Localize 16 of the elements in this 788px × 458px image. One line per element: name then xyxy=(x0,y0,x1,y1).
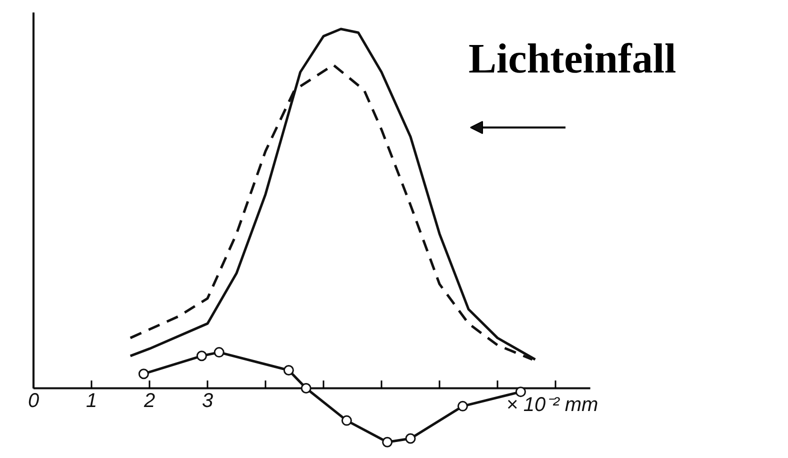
annotation: Lichteinfall xyxy=(468,36,676,82)
point xyxy=(196,350,207,362)
x-tick-label: 0 xyxy=(28,390,40,412)
point xyxy=(341,415,352,426)
x-axis-title: × 10⁻² mm xyxy=(506,394,598,416)
point xyxy=(300,382,312,394)
x-tick-label: 2 xyxy=(142,390,156,412)
point xyxy=(214,347,224,358)
point xyxy=(457,400,468,412)
x-tick-label: 3 xyxy=(202,390,214,412)
point xyxy=(138,368,149,380)
x-tick-label: 1 xyxy=(86,390,98,412)
point xyxy=(515,386,526,398)
point xyxy=(382,436,393,448)
point xyxy=(405,433,416,444)
point xyxy=(283,365,294,376)
